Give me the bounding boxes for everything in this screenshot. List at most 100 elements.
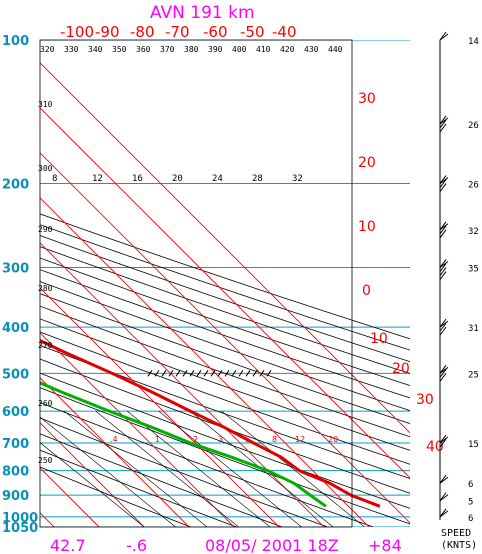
dry-adiabat [40, 402, 374, 527]
isotherm-line [40, 332, 235, 527]
plot-frame [39, 39, 353, 528]
speed-label: SPEED [441, 528, 471, 539]
dry-adiabat [40, 305, 410, 438]
hatch-mark [245, 370, 251, 377]
dry-adiabat [40, 331, 410, 465]
hatch-mark [182, 370, 188, 377]
isotherm-line [40, 422, 145, 527]
top-temp-tick-label: -80 [130, 23, 155, 41]
theta-left-label: 290 [38, 225, 53, 234]
wind-barb-flag [439, 31, 447, 41]
mixing-ratio-line [221, 410, 365, 527]
mixing-ratio-top-label: 16 [132, 174, 143, 184]
mixing-ratio-bottom-label: 20 [328, 435, 338, 444]
theta-label: 330 [64, 45, 79, 54]
hatch-mark [154, 370, 160, 377]
pressure-tick-label: 300 [2, 262, 29, 277]
mixing-ratio-bottom-label: 12 [295, 435, 305, 444]
mixing-ratio-top-label: 8 [52, 174, 57, 184]
isotherm-line [40, 377, 190, 527]
dry-adiabat [40, 372, 410, 509]
wind-barb-flag [439, 318, 447, 328]
dry-adiabat [40, 293, 410, 424]
hatch-mark [196, 370, 202, 377]
isotherm-line [40, 242, 325, 527]
mixing-ratio-top-label: 24 [212, 174, 223, 184]
wind-speed-label: 6 [468, 514, 473, 524]
hatch-mark [238, 370, 244, 377]
wind-barb-flag [439, 369, 447, 378]
wind-barb-flag [439, 115, 447, 125]
wind-barb-flag [439, 225, 447, 235]
pressure-tick-label: 800 [2, 465, 29, 480]
theta-label: 430 [304, 45, 319, 54]
wind-barb-flag [439, 259, 447, 268]
theta-label: 380 [184, 45, 199, 54]
hatch-mark [203, 370, 209, 377]
hatch-mark [189, 370, 195, 377]
hatch-mark [168, 370, 174, 377]
right-temp-tick-label: 10 [370, 331, 388, 347]
theta-label: 420 [280, 45, 295, 54]
footer-mid-value: -.6 [126, 536, 147, 554]
mixing-ratio-line [40, 442, 145, 527]
mixing-ratio-bottom-label: .4 [110, 435, 118, 444]
mixing-ratio-bottom-label: 8 [272, 435, 277, 444]
wind-barb-flag [439, 183, 447, 192]
wind-barb-flag [439, 373, 447, 382]
mixing-ratio-bottom-label: 1 [155, 435, 160, 444]
right-temp-tick-label: 30 [358, 91, 376, 107]
wind-barb-flag [439, 267, 447, 276]
footer-left-value: 42.7 [50, 536, 86, 554]
theta-left-label: 260 [38, 399, 53, 408]
pressure-tick-label: 600 [2, 405, 29, 420]
mixing-ratio-top-label: 32 [292, 174, 303, 184]
wind-speed-label: 26 [468, 121, 479, 131]
mixing-ratio-bottom-label: 3 [218, 435, 223, 444]
theta-left-label: 280 [38, 284, 53, 293]
dry-adiabat [40, 281, 410, 411]
theta-label: 350 [112, 45, 127, 54]
wind-barb-flag [439, 263, 447, 272]
mixing-ratio-line [127, 410, 271, 527]
right-temp-tick-label: 40 [426, 439, 444, 455]
wind-barb-flag [439, 365, 447, 374]
theta-left-label: 300 [38, 164, 53, 173]
wind-barb-flag [439, 179, 447, 188]
wind-speed-label: 15 [468, 440, 479, 450]
dry-adiabat [40, 449, 237, 527]
wind-barb-flag [439, 271, 447, 280]
dry-adiabat [40, 417, 328, 527]
wind-barb-flag [439, 438, 447, 448]
mixing-ratio-line [40, 416, 176, 527]
dry-adiabat [40, 224, 410, 351]
wind-barb-flag [439, 221, 447, 231]
pressure-tick-label: 900 [2, 489, 29, 504]
hatch-mark [175, 370, 181, 377]
wind-speed-label: 5 [468, 498, 473, 508]
wind-barb-flag [439, 123, 447, 133]
pressure-tick-label: 100 [2, 34, 29, 49]
wind-barb-flag [439, 322, 447, 332]
pressure-tick-label: 700 [2, 437, 29, 452]
theta-left-label: 310 [38, 100, 53, 109]
footer-right-value: +84 [368, 536, 402, 554]
wind-speed-label: 26 [468, 181, 479, 191]
top-temp-tick-label: -40 [272, 23, 297, 41]
theta-left-label: 250 [38, 456, 53, 465]
theta-label: 340 [88, 45, 103, 54]
wind-speed-label: 14 [468, 37, 479, 47]
pressure-tick-label: 400 [2, 321, 29, 336]
mixing-ratio-line [158, 410, 302, 527]
isotherm-line [40, 107, 410, 479]
right-temp-tick-label: 10 [358, 219, 376, 235]
top-temp-tick-label: -90 [95, 23, 120, 41]
top-temp-tick-label: -70 [165, 23, 190, 41]
dry-adiabat [40, 433, 283, 527]
mixing-ratio-bottom-label: 2 [193, 435, 198, 444]
theta-label: 360 [136, 45, 151, 54]
theta-label: 410 [256, 45, 271, 54]
mixing-ratio-top-label: 12 [92, 174, 103, 184]
wind-barb-flag [439, 326, 447, 336]
